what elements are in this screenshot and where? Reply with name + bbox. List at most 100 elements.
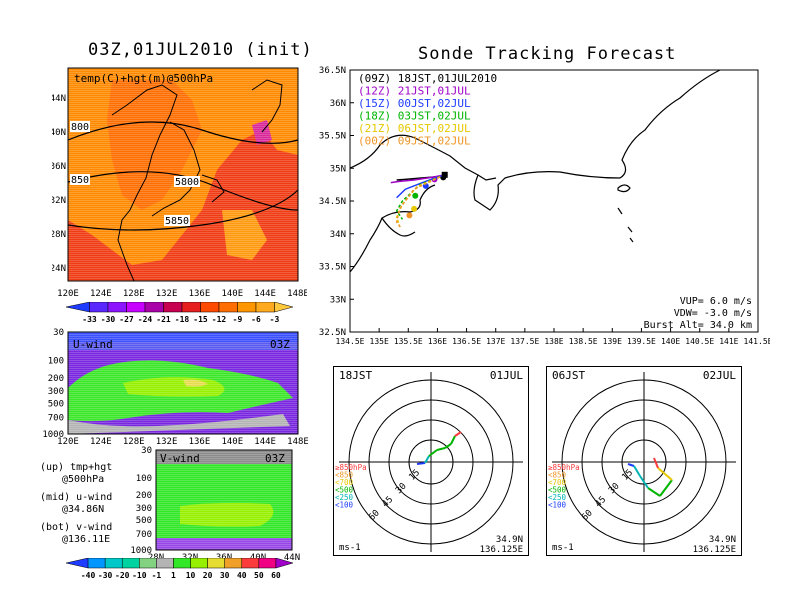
track-burst-point-4 xyxy=(411,205,418,212)
map-frame xyxy=(67,67,299,282)
colorbar-cell xyxy=(224,558,243,569)
note-upper-line1: (up) tmp+hgt xyxy=(40,462,113,473)
uwind-p-tick: 700 xyxy=(48,414,64,424)
track-lat-tick: 36N xyxy=(330,99,346,109)
track-lon-tick: 137.5E xyxy=(510,337,539,346)
height-contours xyxy=(67,121,299,231)
uwind-p-tick: 200 xyxy=(48,374,64,384)
launch-legend-5: (00Z) 09JST,02JUL xyxy=(358,135,471,148)
param-vup: VUP= 6.0 m/s xyxy=(680,296,752,307)
lon-tick-labels: 120E 124E 128E 132E 136E 140E 144E 148E xyxy=(57,289,307,299)
polar-legend-item: <850 xyxy=(335,471,354,480)
param-burst-alt: Burst Alt= 34.0 km xyxy=(644,320,752,331)
track-lon-tick: 141.5E xyxy=(744,337,770,346)
lon-tick-140E: 140E xyxy=(221,289,243,299)
note-middle: (mid) u-wind @34.86N xyxy=(40,492,112,516)
note-bottom: (bot) v-wind @136.11E xyxy=(40,522,112,546)
colorbar-cell xyxy=(163,302,183,313)
track-lat-tick: 35.5N xyxy=(319,132,346,142)
colorbar-label: -9 xyxy=(233,315,243,324)
contour-label-850: 850 xyxy=(71,175,89,186)
track-lon-tick: 138.5E xyxy=(569,337,598,346)
track-line-1 xyxy=(390,174,445,184)
uwind-panel: U-wind 03Z 30 100 200 300 500 700 1000 120E 124… xyxy=(42,328,308,446)
polar-unit: ms-1 xyxy=(552,543,574,553)
lat-tick-24N: 24N xyxy=(52,264,66,274)
uwind-lon-ticks: 120E 124E 128E 132E 136E 140E 144E 148E xyxy=(57,437,308,446)
lon-tick-136E: 136E xyxy=(189,289,211,299)
track-lat-tick: 33.5N xyxy=(319,263,346,273)
polar-legend-item: <700 xyxy=(548,478,567,487)
lon-tick-132E: 132E xyxy=(156,289,178,299)
colorbar-cell xyxy=(126,302,146,313)
colorbar-cell xyxy=(274,302,294,313)
colorbar-cell xyxy=(66,558,89,569)
colorbar-label: 20 xyxy=(203,571,213,580)
colorbar-label: -10 xyxy=(132,571,147,580)
colorbar-cell xyxy=(255,302,275,313)
colorbar-label: -3 xyxy=(270,315,280,324)
lat-tick-32N: 32N xyxy=(52,196,66,206)
launch-site-marker xyxy=(441,171,448,178)
uwind-x-tick: 144E xyxy=(254,437,276,446)
colorbar-cell xyxy=(121,558,140,569)
colorbar-cell xyxy=(87,558,106,569)
lat-tick-28N: 28N xyxy=(52,230,66,240)
launch-legend-3: (18Z) 03JST,02JUL xyxy=(358,110,471,123)
track-burst-point-3 xyxy=(412,192,419,199)
main-title: Sonde Tracking Forecast xyxy=(418,44,677,64)
polar-legend-item: <100 xyxy=(548,501,567,510)
track-lat-tick: 36.5N xyxy=(319,66,346,76)
vwind-label: V-wind xyxy=(160,452,200,465)
polar-legend-item: <500 xyxy=(335,486,354,495)
track-lon-tick: 138E xyxy=(544,337,563,346)
uwind-frame xyxy=(67,331,299,435)
polar-legend-item: ≥850hPa xyxy=(335,463,367,472)
hodograph-segment xyxy=(653,457,659,469)
colorbar-cell xyxy=(107,302,127,313)
colorbar-label: -1 xyxy=(152,571,162,580)
hodograph-segment xyxy=(627,463,635,467)
contour-label-5850: 5850 xyxy=(165,216,189,227)
note-middle-line1: (mid) u-wind xyxy=(40,492,113,503)
polar-lat: 34.9N xyxy=(709,535,736,545)
track-lon-tick: 139E xyxy=(603,337,622,346)
colorbar-label: -15 xyxy=(193,315,208,324)
hodograph-segment xyxy=(454,431,462,437)
track-lat-tick: 33N xyxy=(330,295,346,305)
vwind-p-tick: 200 xyxy=(136,491,152,501)
colorbar-label: 10 xyxy=(186,571,196,580)
colorbar-cell xyxy=(275,558,294,569)
vwind-p-tick: 1000 xyxy=(130,546,152,556)
track-lon-tick: 140.5E xyxy=(685,337,714,346)
param-vdw: VDW= -3.0 m/s xyxy=(674,308,752,319)
track-lat-tick: 32.5N xyxy=(319,328,346,338)
launch-legend-4: (21Z) 06JST,02JUL xyxy=(358,122,471,135)
uwind-p-tick: 500 xyxy=(48,399,64,409)
hodograph-segment xyxy=(657,467,673,481)
polar-unit: ms-1 xyxy=(339,543,361,553)
contour-label-5800: 5800 xyxy=(175,177,199,188)
uwind-p-tick: 30 xyxy=(53,328,64,338)
uwind-pressure-ticks: 30 100 200 300 500 700 1000 xyxy=(42,328,64,440)
uwind-x-tick: 120E xyxy=(57,437,79,446)
vwind-p-tick: 500 xyxy=(136,516,152,526)
uwind-p-tick: 1000 xyxy=(42,430,64,440)
colorbar-cell xyxy=(237,302,257,313)
colorbar-label: -30 xyxy=(98,571,113,580)
track-line-5 xyxy=(395,174,446,229)
track-lat-tick: 34.5N xyxy=(319,197,346,207)
lon-tick-128E: 128E xyxy=(123,289,145,299)
colorbar-cell xyxy=(258,558,277,569)
colorbar-label: -18 xyxy=(175,315,190,324)
hodograph-segment xyxy=(633,465,641,477)
colorbar-cell xyxy=(66,302,90,313)
track-burst-point-5 xyxy=(406,212,413,219)
colorbar-label: 30 xyxy=(220,571,230,580)
polar-time: 18JST xyxy=(339,369,372,382)
lon-tick-120E: 120E xyxy=(57,289,79,299)
polar-legend-item: <250 xyxy=(335,493,354,502)
track-lon-tick: 140E xyxy=(661,337,680,346)
note-middle-line2: @34.86N xyxy=(62,504,105,515)
hodograph-segment xyxy=(416,462,426,465)
